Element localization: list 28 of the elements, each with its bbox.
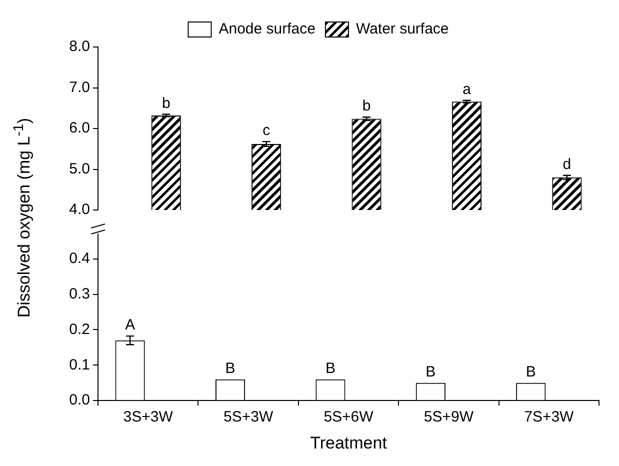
- y-tick-label: 0.4: [69, 250, 90, 267]
- annotation: B: [225, 360, 236, 377]
- y-tick-label: 0.3: [69, 285, 90, 302]
- y-tick-label: 6.0: [69, 120, 90, 137]
- annotation: b: [362, 98, 371, 115]
- annotation: d: [562, 156, 572, 174]
- y-tick-label: 7.0: [69, 78, 90, 96]
- annotation: B: [526, 364, 536, 381]
- x-tick-label: 5S+6W: [324, 408, 374, 426]
- x-axis-title: Treatment: [310, 433, 388, 452]
- x-tick-label: 5S+9W: [424, 408, 474, 426]
- legend-label: Water surface: [356, 20, 449, 38]
- annotation: b: [162, 94, 170, 112]
- y-tick-label: 0.1: [69, 356, 90, 374]
- y-tick-label: 0.2: [69, 320, 90, 338]
- y-tick-label: 0.0: [69, 392, 90, 409]
- x-tick-label: 3S+3W: [123, 408, 174, 426]
- legend-label: Anode surface: [218, 20, 316, 38]
- y-tick-label: 8.0: [69, 38, 90, 56]
- annotation: A: [125, 316, 136, 334]
- annotation: B: [325, 360, 336, 377]
- x-tick-label: 5S+3W: [223, 408, 274, 426]
- annotation: a: [462, 81, 472, 98]
- annotation: c: [262, 122, 271, 140]
- y-tick-label: 4.0: [69, 201, 90, 218]
- annotation: B: [426, 364, 436, 381]
- y-tick-label: 5.0: [69, 160, 90, 178]
- x-tick-label: 7S+3W: [524, 408, 575, 426]
